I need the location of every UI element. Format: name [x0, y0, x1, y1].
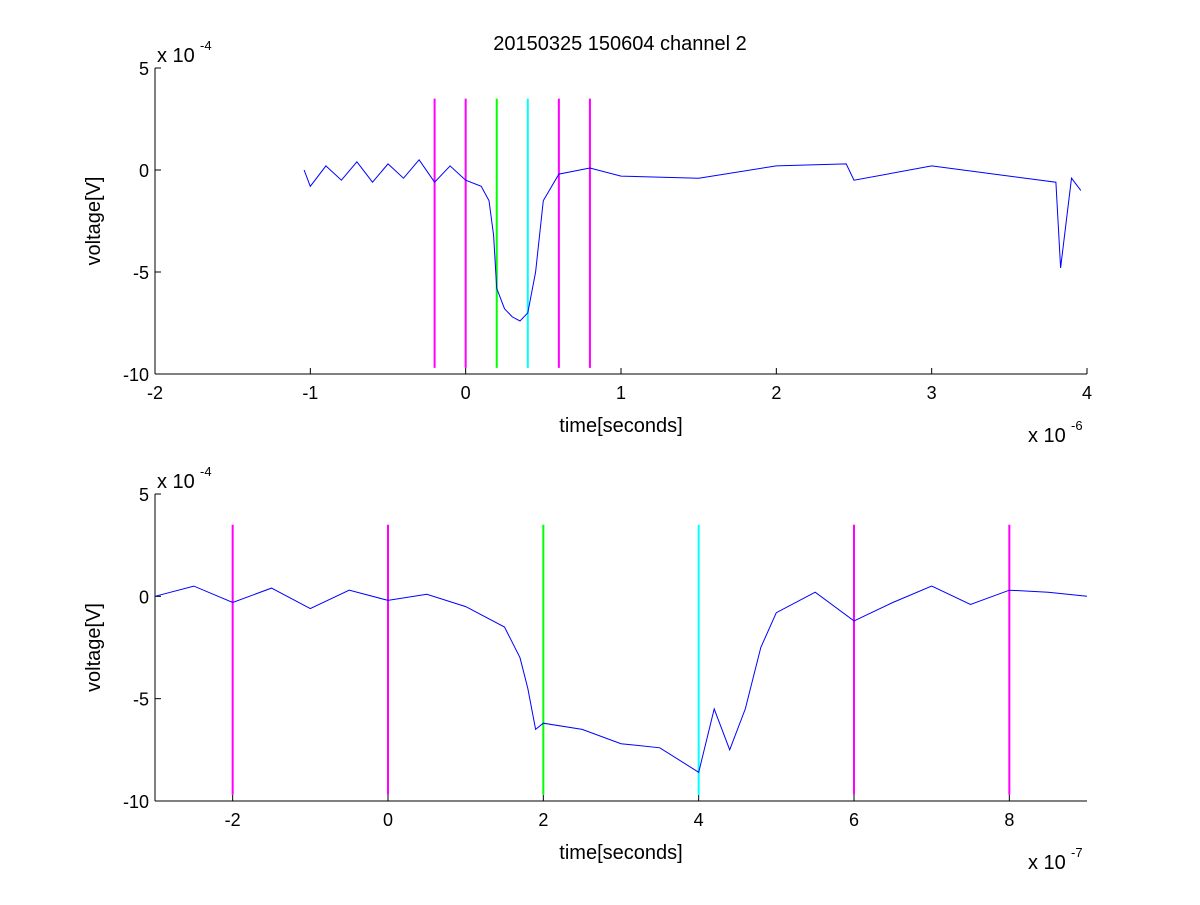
signal-series-line — [154, 585, 1088, 774]
y-axis-label: voltage[V] — [83, 177, 105, 266]
x-tick-label: -2 — [225, 810, 241, 830]
y-tick-label: 5 — [139, 485, 149, 505]
subplot-bottom: -2 0 2 4 6 8 5 0 -5 -10 time[seconds] voltage[V] x 1… — [83, 464, 1088, 874]
figure-title: 20150325 150604 channel 2 — [493, 33, 747, 55]
x-tick-label: 3 — [927, 383, 937, 403]
y-exponent: -4 — [200, 464, 212, 479]
x-tick-label: -2 — [147, 383, 163, 403]
y-tick-label: 0 — [139, 587, 149, 607]
x-tick-label: 4 — [1082, 383, 1092, 403]
y-tick-label: 0 — [139, 161, 149, 181]
x-tick-label: 0 — [461, 383, 471, 403]
x-tick-label: 6 — [849, 810, 859, 830]
y-tick-label: 5 — [139, 59, 149, 79]
x-multiplier: x 10 — [1028, 425, 1066, 447]
y-tick-label: -5 — [133, 690, 149, 710]
y-tick-label: -10 — [123, 365, 149, 385]
y-tick-label: -10 — [123, 792, 149, 812]
x-tick-label: 8 — [1004, 810, 1014, 830]
x-tick-label: 4 — [694, 810, 704, 830]
x-axis-label: time[seconds] — [559, 415, 682, 437]
x-axis-label: time[seconds] — [559, 842, 682, 864]
x-tick-label: 1 — [616, 383, 626, 403]
y-tick-label: -5 — [133, 263, 149, 283]
y-multiplier: x 10 — [157, 471, 195, 493]
x-tick-label: 2 — [771, 383, 781, 403]
y-axis-label: voltage[V] — [83, 603, 105, 692]
subplot-top: -2 -1 0 1 2 3 450-5-10time[seconds]voltage[V]x… — [83, 38, 1092, 447]
signal-series-line — [303, 158, 1082, 322]
y-exponent: -4 — [200, 38, 212, 53]
y-multiplier: x 10 — [157, 45, 195, 67]
x-tick-label: -1 — [302, 383, 318, 403]
x-exponent: -7 — [1071, 845, 1083, 860]
x-tick-label: 0 — [383, 810, 393, 830]
x-exponent: -6 — [1071, 418, 1083, 433]
x-tick-label: 2 — [538, 810, 548, 830]
x-multiplier: x 10 — [1028, 852, 1066, 874]
